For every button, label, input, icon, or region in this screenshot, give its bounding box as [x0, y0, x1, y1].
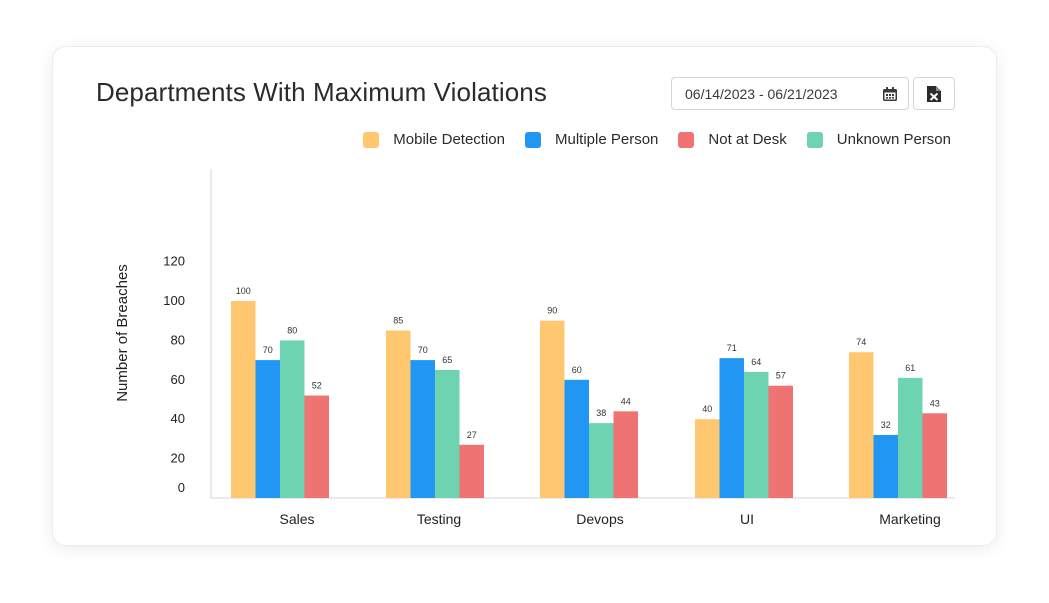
bar-multiple-person-devops: [564, 379, 589, 498]
bar-value-label: 27: [467, 430, 477, 440]
bar-chart: 0 20 40 60 80 100 120 Number of Breaches 100 70 80…: [114, 169, 955, 527]
y-axis-title: Number of Breaches: [114, 264, 131, 402]
y-tick-label: 20: [171, 451, 185, 466]
x-category-label: Devops: [576, 511, 623, 527]
legend-label: Multiple Person: [555, 131, 659, 148]
bar-mobile-detection-sales: [231, 301, 256, 498]
bar-unknown-person-testing: [435, 369, 460, 498]
bar-value-label: 70: [263, 345, 273, 355]
date-range-picker[interactable]: 06/14/2023 - 06/21/2023: [671, 77, 909, 110]
date-range-value: 06/14/2023 - 06/21/2023: [685, 85, 838, 102]
bar-value-label: 80: [287, 325, 297, 335]
bar-multiple-person-testing: [410, 360, 435, 498]
x-category-label: Sales: [279, 511, 314, 527]
y-tick-label: 40: [171, 411, 185, 426]
legend-item-unknown-person[interactable]: Unknown Person: [806, 131, 951, 148]
x-category-label: Testing: [417, 511, 461, 527]
bar-unknown-person-sales: [280, 340, 305, 498]
bar-value-label: 100: [236, 286, 251, 296]
page-title: Departments With Maximum Violations: [96, 77, 547, 107]
y-tick-label: 0: [178, 480, 185, 495]
bar-value-label: 71: [727, 343, 737, 353]
bar-value-label: 85: [393, 316, 403, 326]
bar-not-at-desk-ui: [768, 385, 793, 498]
bar-mobile-detection-marketing: [849, 352, 874, 498]
bar-value-label: 64: [751, 357, 761, 367]
chart-legend: Mobile Detection Multiple Person Not at De…: [343, 131, 951, 148]
calendar-icon: [883, 86, 897, 101]
y-tick-label: 120: [163, 254, 185, 269]
bar-value-label: 70: [418, 345, 428, 355]
bar-value-label: 44: [621, 396, 631, 406]
legend-swatch: [363, 131, 380, 148]
y-tick-label: 60: [171, 372, 185, 387]
bar-multiple-person-sales: [255, 360, 280, 498]
bar-unknown-person-marketing: [898, 377, 923, 498]
y-tick-label: 100: [163, 293, 185, 308]
legend-item-not-at-desk[interactable]: Not at Desk: [678, 131, 787, 148]
bar-multiple-person-marketing: [873, 434, 898, 498]
bar-value-label: 57: [776, 371, 786, 381]
bar-value-label: 61: [905, 363, 915, 373]
bar-not-at-desk-devops: [613, 411, 638, 498]
bar-unknown-person-ui: [744, 371, 769, 498]
bar-value-label: 60: [572, 365, 582, 375]
bar-mobile-detection-ui: [695, 419, 720, 498]
bar-value-label: 74: [856, 337, 866, 347]
bar-value-label: 38: [596, 408, 606, 418]
bar-value-label: 43: [930, 398, 940, 408]
chart-card: Departments With Maximum Violations 06/1…: [52, 46, 997, 546]
legend-label: Mobile Detection: [393, 131, 505, 148]
legend-label: Unknown Person: [836, 131, 951, 148]
bar-mobile-detection-devops: [540, 320, 565, 498]
export-excel-button[interactable]: [913, 77, 955, 110]
legend-item-mobile-detection[interactable]: Mobile Detection: [363, 131, 505, 148]
excel-file-icon: [927, 85, 941, 102]
bar-not-at-desk-sales: [304, 395, 329, 498]
bar-value-label: 32: [881, 420, 891, 430]
bar-multiple-person-ui: [719, 358, 744, 498]
bar-not-at-desk-marketing: [922, 413, 947, 498]
legend-item-multiple-person[interactable]: Multiple Person: [525, 131, 658, 148]
bar-not-at-desk-testing: [459, 444, 484, 498]
bar-value-label: 52: [312, 381, 322, 391]
legend-label: Not at Desk: [708, 131, 787, 148]
bar-mobile-detection-testing: [386, 330, 411, 498]
bar-value-label: 90: [547, 306, 557, 316]
legend-swatch: [678, 131, 695, 148]
x-category-label: Marketing: [879, 511, 940, 527]
bar-unknown-person-devops: [589, 423, 614, 498]
x-category-label: UI: [740, 511, 754, 527]
bar-value-label: 65: [442, 355, 452, 365]
bar-value-label: 40: [702, 404, 712, 414]
legend-swatch: [525, 131, 541, 148]
legend-swatch: [806, 131, 823, 148]
y-tick-label: 80: [171, 332, 185, 347]
